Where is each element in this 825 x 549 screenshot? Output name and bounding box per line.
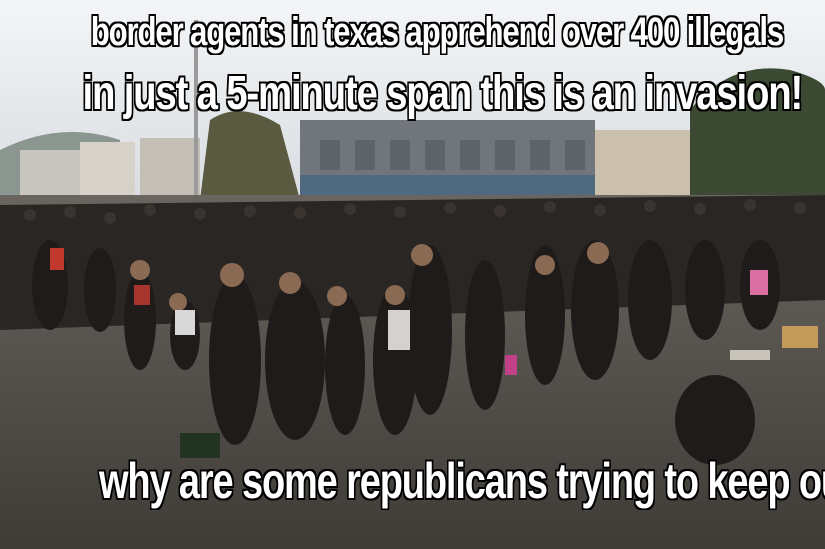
crowd-distant [0, 195, 825, 330]
light-pole [194, 20, 198, 205]
heads [130, 242, 609, 311]
building-left [20, 150, 80, 195]
debris [180, 326, 818, 458]
bottom-caption: why are some republicans trying to keep … [99, 453, 825, 509]
right-trees [690, 68, 825, 200]
clothing-accents [50, 248, 768, 375]
top-caption-line-2: in just a 5-minute span this is an invas… [82, 67, 804, 120]
top-caption-line-1: border agents in texas apprehend over 40… [90, 10, 784, 54]
